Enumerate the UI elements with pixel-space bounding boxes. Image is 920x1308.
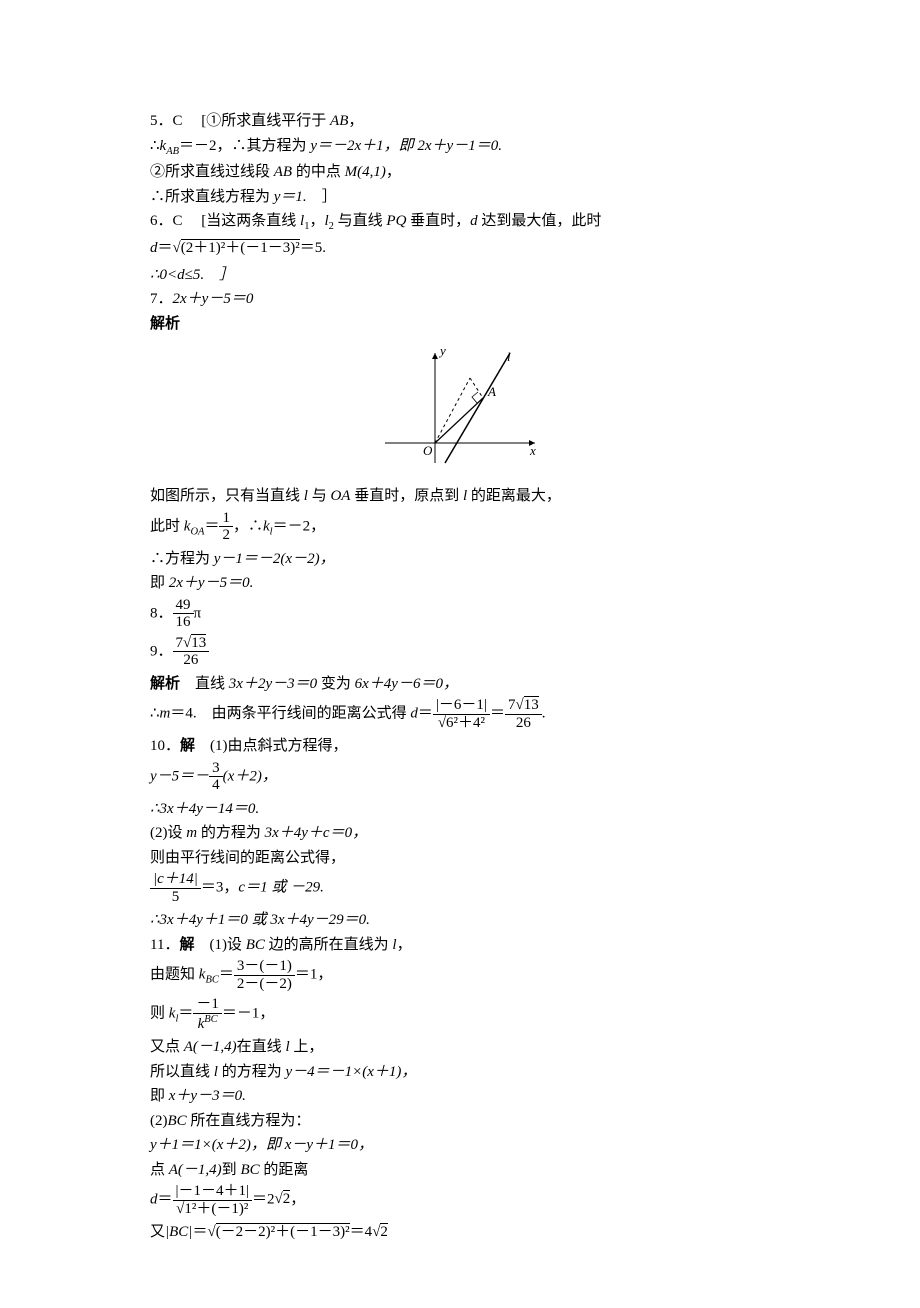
- q9-line2: ∴m＝4. 由两条平行线间的距离公式得 d＝|－6－1|6²＋4²＝71326.: [150, 697, 770, 731]
- q11-line8: y＋1＝1×(x＋2)，即 x－y＋1＝0，: [150, 1134, 770, 1157]
- fraction: 4916: [173, 597, 194, 631]
- q11-line1: 11．解 (1)设 BC 边的高所在直线为 l，: [150, 934, 770, 957]
- q6-line2: d＝(2＋1)²＋(－1－3)²＝5.: [150, 237, 770, 260]
- q5-line3: ②所求直线过线段 AB 的中点 M(4,1)，: [150, 161, 770, 184]
- q7-line2: 如图所示，只有当直线 l 与 OA 垂直时，原点到 l 的距离最大，: [150, 485, 770, 508]
- q11-line3: 则 kl＝－1kBC＝－1，: [150, 996, 770, 1032]
- sqrt-icon: 2: [372, 1221, 388, 1244]
- fraction: －1kBC: [193, 996, 222, 1032]
- fraction: 71326: [173, 635, 210, 669]
- fraction: |－1－4＋1|1²＋(－1)²: [173, 1183, 253, 1217]
- q11-line10: d＝|－1－4＋1|1²＋(－1)²＝22，: [150, 1183, 770, 1217]
- q7-line1: 7．2x＋y－5＝0: [150, 288, 770, 311]
- q7-figure: y x l A O: [150, 343, 770, 473]
- q11-line2: 由题知 kBC＝3－(－1)2－(－2)＝1，: [150, 958, 770, 992]
- fraction: |－6－1|6²＋4²: [433, 697, 490, 731]
- q10-line3: ∴3x＋4y－14＝0.: [150, 798, 770, 821]
- q10-line5: 则由平行线间的距离公式得，: [150, 847, 770, 870]
- sqrt-icon: 13: [515, 697, 538, 714]
- sqrt-icon: (－2－2)²＋(－1－3)²: [207, 1221, 349, 1244]
- fraction: 71326: [505, 697, 542, 731]
- sqrt-icon: (2＋1)²＋(－1－3)²: [173, 237, 300, 260]
- q11-line11: 又|BC|＝(－2－2)²＋(－1－3)²＝42: [150, 1221, 770, 1244]
- sqrt-icon: 1²＋(－1)²: [176, 1201, 248, 1218]
- sqrt-icon: 6²＋4²: [438, 715, 485, 732]
- coord-diagram: y x l A O: [375, 343, 545, 473]
- q7-line5: 即 2x＋y－5＝0.: [150, 572, 770, 595]
- q7-line3: 此时 kOA＝12，∴kl＝－2，: [150, 510, 770, 544]
- q10-line2: y－5＝－34(x＋2)，: [150, 760, 770, 794]
- q11-line4: 又点 A(－1,4)在直线 l 上，: [150, 1036, 770, 1059]
- fraction: 12: [219, 510, 233, 544]
- q5-line1: 5．C [①所求直线平行于 AB，: [150, 110, 770, 133]
- q11-line5: 所以直线 l 的方程为 y－4＝－1×(x＋1)，: [150, 1061, 770, 1084]
- svg-text:l: l: [507, 349, 511, 364]
- fraction: |c＋14|5: [150, 871, 201, 905]
- q6-line1: 6．C [当这两条直线 l1，l2 与直线 PQ 垂直时，d 达到最大值，此时: [150, 210, 770, 235]
- q5-line2: ∴kAB＝－2，∴其方程为 y＝－2x＋1，即 2x＋y－1＝0.: [150, 135, 770, 160]
- q11-line7: (2)BC 所在直线方程为：: [150, 1110, 770, 1133]
- q11-line9: 点 A(－1,4)到 BC 的距离: [150, 1159, 770, 1182]
- q6-num: 6．C: [150, 213, 183, 229]
- q9-jiexi-line: 解析 直线 3x＋2y－3＝0 变为 6x＋4y－6＝0，: [150, 673, 770, 696]
- fraction: 34: [209, 760, 223, 794]
- fraction: 3－(－1)2－(－2): [234, 958, 295, 992]
- sqrt-icon: 2: [275, 1188, 291, 1211]
- q10-line1: 10．解 (1)由点斜式方程得，: [150, 735, 770, 758]
- q7-jiexi: 解析: [150, 313, 770, 336]
- svg-text:y: y: [438, 343, 446, 358]
- q8: 8．4916π: [150, 597, 770, 631]
- q11-line6: 即 x＋y－3＝0.: [150, 1085, 770, 1108]
- q7-num: 7．: [150, 291, 173, 307]
- q10-line7: ∴3x＋4y＋1＝0 或 3x＋4y－29＝0.: [150, 909, 770, 932]
- q10-line4: (2)设 m 的方程为 3x＋4y＋c＝0，: [150, 822, 770, 845]
- svg-text:x: x: [529, 443, 536, 458]
- svg-text:A: A: [487, 384, 496, 399]
- q10-line6: |c＋14|5＝3，c＝1 或 －29.: [150, 871, 770, 905]
- q5-num: 5．C: [150, 113, 183, 129]
- q7-line4: ∴方程为 y－1＝－2(x－2)，: [150, 548, 770, 571]
- q9-ans: 9．71326: [150, 635, 770, 669]
- q6-line3: ∴0<d≤5. ］: [150, 264, 770, 287]
- q5-line4: ∴所求直线方程为 y＝1. ］: [150, 186, 770, 209]
- svg-text:O: O: [423, 443, 433, 458]
- sqrt-icon: 13: [183, 635, 206, 652]
